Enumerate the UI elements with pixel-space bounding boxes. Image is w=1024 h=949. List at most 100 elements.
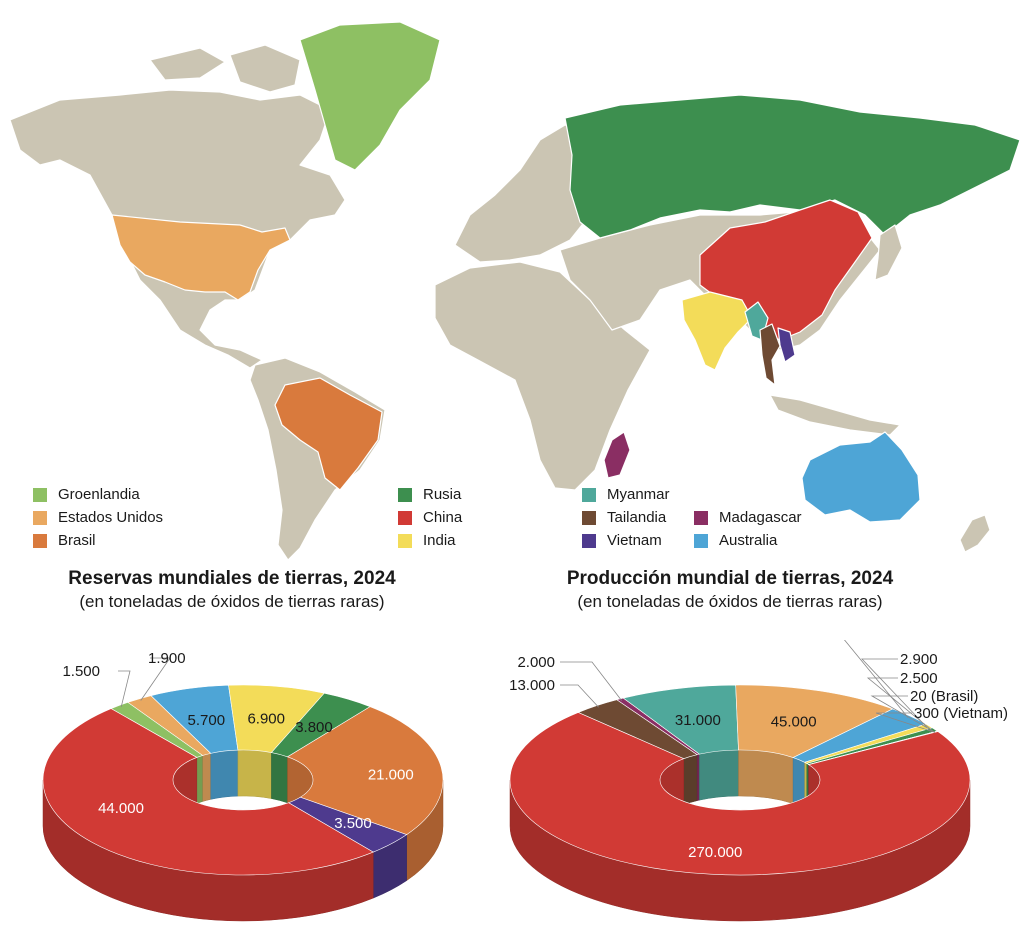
- greenland-shape: [299, 21, 441, 171]
- data-label-Vietnam: 300 (Vietnam): [914, 705, 1008, 722]
- usa-shape: [111, 214, 291, 301]
- production-heading: Producción mundial de tierras, 2024 (en …: [560, 568, 900, 612]
- reserves-heading: Reservas mundiales de tierras, 2024 (en …: [62, 568, 402, 612]
- donut-slice-China: [509, 712, 971, 876]
- legend-item: Rusia: [398, 483, 462, 506]
- madagascar-shape: [603, 431, 631, 479]
- legend-item: Vietnam: [582, 529, 670, 552]
- africa: [434, 261, 651, 491]
- leader-line: [118, 670, 131, 708]
- data-label-Estados Unidos: 45.000: [771, 713, 817, 730]
- donut-hole-wall-Estados Unidos: [738, 749, 794, 804]
- indonesia: [769, 394, 901, 436]
- leader-line: [560, 684, 599, 708]
- brazil-shape: [274, 377, 383, 491]
- leader-line: [861, 658, 927, 728]
- data-label-Estados Unidos: 1.900: [148, 650, 186, 667]
- legend-label: Brasil: [58, 532, 96, 549]
- donut-hole-wall-India: [237, 749, 272, 799]
- legend-swatch: [33, 487, 47, 502]
- world-map: [9, 21, 1021, 561]
- reserves-subtitle: (en toneladas de óxidos de tierras raras…: [79, 592, 385, 611]
- donut-hole-wall-Tailandia: [683, 754, 698, 806]
- thailand-shape: [759, 323, 781, 386]
- legend-label: China: [423, 509, 463, 526]
- donut-slice-Estados Unidos: [735, 684, 894, 758]
- data-label-Rusia: 2.500: [900, 670, 938, 687]
- production-donut-chart: 13.0002.00031.00045.00013.0002.9002.5002…: [509, 640, 1008, 922]
- legend-label: Estados Unidos: [58, 509, 164, 526]
- legend-swatch: [33, 533, 47, 548]
- data-label-Myanmar: 31.000: [675, 712, 721, 729]
- donut-labels: 1.500 1.900 5.700 6.900 3.800 21.000 3.500 44.0…: [62, 650, 413, 832]
- legend-group-3: Myanmar Tailandia Vietnam: [582, 483, 670, 552]
- legend-item: China: [398, 506, 462, 529]
- data-label-Groenlandia: 1.500: [62, 663, 100, 680]
- legend-item: Australia: [694, 529, 802, 552]
- production-subtitle: (en toneladas de óxidos de tierras raras…: [577, 592, 883, 611]
- legend-group-1: Groenlandia Estados Unidos Brasil: [33, 483, 163, 552]
- leader-line: [870, 695, 935, 733]
- legend-swatch: [582, 510, 596, 525]
- legend-label: Tailandia: [607, 509, 667, 526]
- legend-item: Brasil: [33, 529, 163, 552]
- donut-hole-wall-Rusia: [271, 752, 288, 804]
- legend-swatch: [398, 487, 412, 502]
- leader-line: [875, 712, 936, 733]
- donut-hole-wall-Groenlandia: [196, 755, 203, 804]
- donut-hole-wall-Madagascar: [696, 753, 700, 801]
- data-label-Madagascar: 2.000: [517, 654, 555, 671]
- data-label-Brasil: 21.000: [368, 767, 414, 784]
- donut-top-faces: [509, 684, 971, 876]
- donut-hole-wall-Myanmar: [699, 749, 739, 801]
- donut-top-faces: [42, 684, 444, 876]
- donut-slice-Brasil: [286, 706, 444, 835]
- legend-item: Tailandia: [582, 506, 670, 529]
- data-label-India: 6.900: [247, 710, 285, 727]
- baffin-island: [229, 44, 301, 93]
- legend-label: Vietnam: [607, 532, 662, 549]
- legend-label: India: [423, 532, 456, 549]
- legend-swatch: [398, 533, 412, 548]
- leader-line: [844, 640, 909, 718]
- data-label-Rusia: 3.800: [295, 719, 333, 736]
- new-zealand: [959, 514, 991, 553]
- leader-line: [140, 657, 171, 701]
- reserves-title: Reservas mundiales de tierras, 2024: [68, 568, 396, 589]
- legend-swatch: [582, 487, 596, 502]
- legend-item: Estados Unidos: [33, 506, 163, 529]
- legend-item: Groenlandia: [33, 483, 163, 506]
- legend-swatch: [694, 510, 708, 525]
- legend-swatch: [398, 510, 412, 525]
- legend-swatch: [694, 533, 708, 548]
- australia-shape: [801, 431, 921, 523]
- data-label-Australia: 13.000: [818, 640, 864, 641]
- data-label-China: 270.000: [688, 844, 742, 861]
- donut-hole-wall-Australia: [210, 749, 239, 800]
- legend-group-4: Madagascar Australia: [694, 506, 802, 552]
- legend-swatch: [582, 533, 596, 548]
- donut-labels: 13.0002.00031.00045.00013.0002.9002.5002…: [509, 640, 1008, 861]
- vietnam-shape: [777, 327, 796, 363]
- data-label-China: 44.000: [98, 800, 144, 817]
- donut-outer-sides: [42, 779, 444, 922]
- donut-hole-wall-Estados Unidos: [202, 753, 212, 802]
- data-label-Australia: 5.700: [188, 712, 226, 729]
- legend-swatch: [33, 510, 47, 525]
- legend-item: India: [398, 529, 462, 552]
- data-label-Vietnam: 3.500: [334, 815, 372, 832]
- legend-label: Myanmar: [607, 486, 670, 503]
- legend-label: Rusia: [423, 486, 462, 503]
- legend-label: Madagascar: [719, 509, 802, 526]
- production-title: Producción mundial de tierras, 2024: [566, 568, 894, 589]
- legend-item: Madagascar: [694, 506, 802, 529]
- data-label-Tailandia: 13.000: [509, 677, 555, 694]
- india-shape: [681, 291, 753, 371]
- legend-group-2: Rusia China India: [398, 483, 462, 552]
- leader-line: [560, 661, 622, 701]
- legend-label: Australia: [719, 532, 778, 549]
- legend-label: Groenlandia: [58, 486, 140, 503]
- reserves-donut-chart: 1.500 1.900 5.700 6.900 3.800 21.000 3.500 44.0…: [42, 650, 444, 922]
- donut-slice-China: [42, 708, 374, 876]
- data-label-Brasil: 20 (Brasil): [910, 688, 978, 705]
